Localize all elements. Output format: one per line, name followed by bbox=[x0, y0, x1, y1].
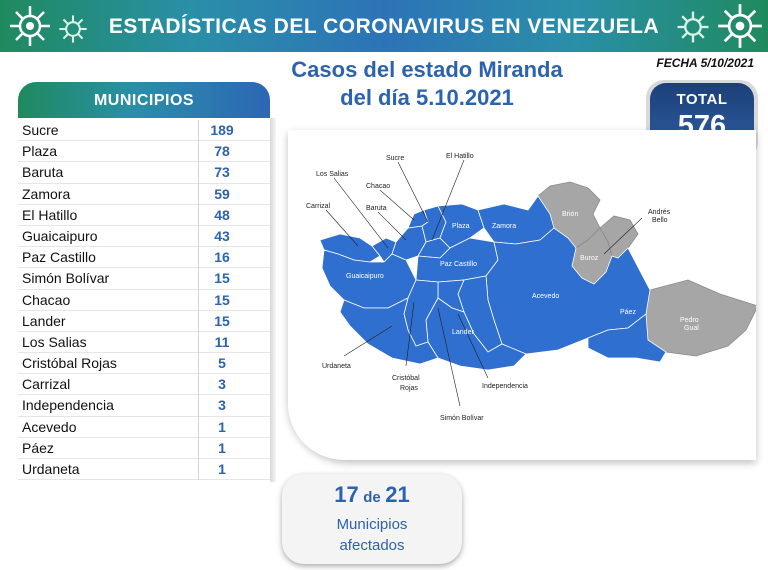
virus-icon bbox=[718, 4, 762, 48]
municipio-name: Lander bbox=[22, 312, 66, 329]
affected-de: de bbox=[363, 489, 381, 506]
table-row: Urdaneta 1 bbox=[18, 459, 270, 481]
table-row: Cristóbal Rojas 5 bbox=[18, 353, 270, 375]
table-row: Carrizal 3 bbox=[18, 374, 270, 396]
municipio-name: Carrizal bbox=[22, 376, 71, 393]
affected-number: 17 bbox=[334, 482, 359, 507]
table-row: Baruta 73 bbox=[18, 162, 270, 184]
municipio-cases: 1 bbox=[218, 418, 226, 435]
municipio-cases: 189 bbox=[210, 122, 234, 138]
virus-icon bbox=[59, 15, 87, 43]
municipios-table: Sucre 189 Plaza 78 Baruta 73 Zamora 59 El Hatill… bbox=[18, 120, 270, 481]
municipio-cases: 15 bbox=[214, 291, 230, 308]
map-region-pedro-gual bbox=[645, 279, 756, 357]
table-shadow bbox=[270, 118, 276, 482]
map-region-paez bbox=[587, 313, 667, 363]
page-title: ESTADÍSTICAS DEL CORONAVIRUS EN VENEZUEL… bbox=[108, 15, 660, 38]
municipio-name: Zamora bbox=[22, 185, 71, 202]
map-leader-lines bbox=[325, 159, 643, 407]
subtitle-line2: del día 5.10.2021 bbox=[340, 85, 514, 110]
table-row: Simón Bolívar 15 bbox=[18, 268, 270, 290]
affected-caption-line2: afectados bbox=[339, 537, 405, 554]
subtitle: Casos del estado Miranda del día 5.10.20… bbox=[262, 56, 592, 112]
table-row: Zamora 59 bbox=[18, 183, 270, 205]
affected-count: 17 de 21 bbox=[282, 482, 462, 508]
table-row: Los Salias 11 bbox=[18, 331, 270, 354]
municipio-name: Baruta bbox=[22, 164, 64, 181]
municipio-name: Plaza bbox=[22, 143, 58, 160]
municipio-name: Acevedo bbox=[22, 418, 77, 435]
municipio-name: Paz Castillo bbox=[22, 249, 96, 266]
municipio-name: Independencia bbox=[22, 397, 114, 414]
table-divider bbox=[198, 120, 199, 480]
municipio-name: Chacao bbox=[22, 291, 71, 308]
municipio-cases: 1 bbox=[218, 439, 226, 456]
municipio-cases: 3 bbox=[218, 397, 226, 414]
report-date: FECHA 5/10/2021 bbox=[656, 56, 754, 70]
municipio-name: El Hatillo bbox=[22, 206, 78, 223]
table-row: Acevedo 1 bbox=[18, 416, 270, 438]
map-region-zamora bbox=[477, 195, 555, 245]
header-banner bbox=[0, 0, 768, 52]
municipio-cases: 11 bbox=[214, 333, 230, 350]
municipio-name: Urdaneta bbox=[22, 461, 80, 477]
table-row: Lander 15 bbox=[18, 310, 270, 332]
table-row: Plaza 78 bbox=[18, 141, 270, 163]
municipio-cases: 78 bbox=[214, 143, 230, 160]
municipio-cases: 43 bbox=[214, 227, 230, 244]
affected-box bbox=[282, 474, 462, 564]
municipio-name: Simón Bolívar bbox=[22, 270, 110, 287]
table-row: Independencia 3 bbox=[18, 395, 270, 417]
municipio-cases: 3 bbox=[218, 376, 226, 393]
table-row: Páez 1 bbox=[18, 437, 270, 459]
municipio-cases: 48 bbox=[214, 206, 230, 223]
miranda-map bbox=[319, 159, 756, 407]
municipio-name: Sucre bbox=[22, 122, 59, 138]
municipio-cases: 1 bbox=[218, 461, 226, 477]
table-row: Sucre 189 bbox=[18, 120, 270, 142]
virus-icon bbox=[677, 11, 709, 43]
municipio-cases: 73 bbox=[214, 164, 230, 181]
municipio-name: Páez bbox=[22, 439, 54, 456]
municipio-cases: 16 bbox=[214, 249, 230, 266]
municipios-header-bg bbox=[18, 82, 270, 118]
affected-caption-line1: Municipios bbox=[336, 516, 408, 533]
municipio-cases: 15 bbox=[214, 312, 230, 329]
affected-caption: Municipios afectados bbox=[282, 514, 462, 556]
municipio-name: Guaicaipuro bbox=[22, 227, 98, 244]
virus-icon bbox=[10, 6, 50, 46]
municipio-name: Los Salias bbox=[22, 333, 87, 350]
municipio-name: Cristóbal Rojas bbox=[22, 355, 117, 372]
table-row: Guaicaipuro 43 bbox=[18, 225, 270, 248]
total-label: TOTAL bbox=[676, 91, 728, 108]
table-row: El Hatillo 48 bbox=[18, 204, 270, 226]
affected-total: 21 bbox=[385, 482, 410, 507]
municipio-cases: 15 bbox=[214, 270, 230, 287]
municipios-header: MUNICIPIOS bbox=[93, 92, 195, 109]
municipio-cases: 59 bbox=[214, 185, 230, 202]
table-row: Paz Castillo 16 bbox=[18, 247, 270, 269]
subtitle-line1: Casos del estado Miranda bbox=[291, 57, 563, 82]
map-region-urdaneta bbox=[339, 297, 439, 365]
municipio-cases: 5 bbox=[218, 355, 226, 372]
table-row: Chacao 15 bbox=[18, 289, 270, 311]
